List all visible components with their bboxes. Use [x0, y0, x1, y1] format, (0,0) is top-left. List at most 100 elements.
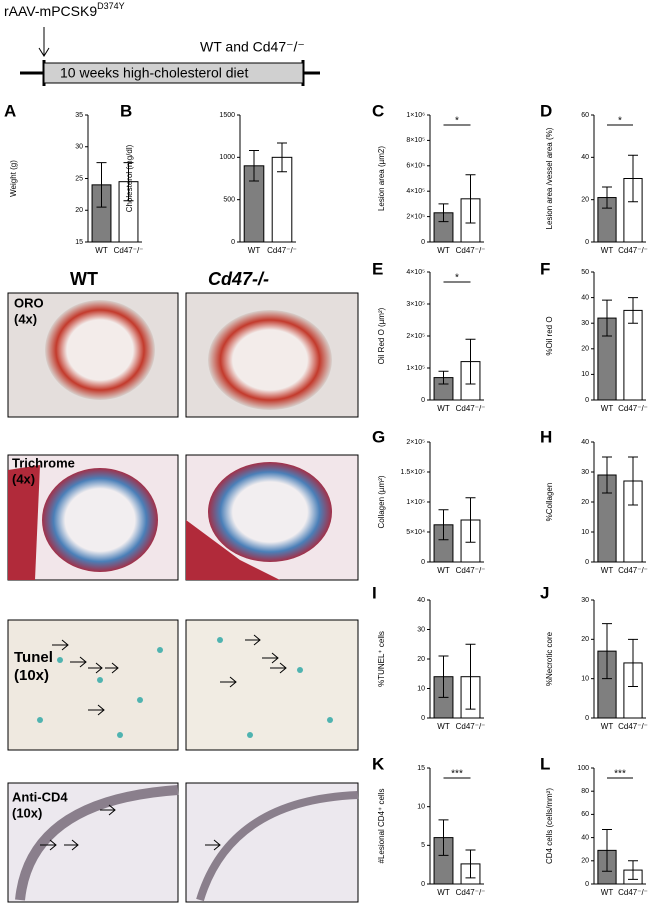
error-bar — [602, 456, 612, 494]
x-tick-label: WT — [601, 566, 614, 575]
micrograph — [7, 619, 179, 751]
y-axis-label: %Oil red O — [545, 316, 554, 355]
x-tick-label: WT — [437, 404, 450, 413]
x-tick-label: Cd47⁻/⁻ — [618, 404, 648, 413]
image-trichrome — [7, 454, 359, 581]
column-header: WT — [70, 269, 98, 289]
vector-sup: D374Y — [97, 1, 125, 11]
x-tick-label: WT — [437, 888, 450, 897]
y-tick-label: 50 — [581, 269, 589, 276]
y-tick-label: 100 — [577, 765, 589, 772]
error-bar — [438, 655, 449, 698]
x-tick-label: Cd47⁻/⁻ — [456, 246, 486, 255]
arrows — [52, 634, 287, 716]
micrograph — [185, 782, 359, 903]
y-tick-label: 60 — [581, 112, 589, 119]
groups: WT and Cd47⁻/⁻ — [200, 39, 305, 55]
panel-label: B — [120, 101, 132, 120]
panel-label: H — [540, 427, 552, 446]
arrow-head — [38, 47, 50, 57]
y-tick-label: 500 — [223, 197, 235, 204]
panel-label: F — [540, 259, 550, 278]
y-axis-label: Oil Red O (µm²) — [377, 307, 386, 364]
x-tick-label: Cd47⁻/⁻ — [456, 566, 486, 575]
error-bar — [465, 174, 476, 224]
y-tick-label: 0 — [421, 715, 425, 722]
x-tick-label: Cd47⁻/⁻ — [267, 246, 297, 255]
y-tick-label: 1000 — [219, 154, 235, 161]
bar-chart: H 0 10 20 30 40 %Collagen WT Cd47⁻/⁻ — [540, 427, 648, 575]
y-axis-label: Weight (g) — [9, 160, 18, 197]
bar-chart: L 0 20 40 60 80 100 CD4 cells (cells/mm²) WT Cd47… — [540, 754, 648, 897]
y-tick-label: 5×10⁴ — [406, 529, 425, 536]
y-tick-label: 0 — [585, 397, 589, 404]
timeline: rAAV-mPCSK9D374Y WT and Cd47⁻/⁻ 10 weeks… — [4, 1, 320, 86]
error-bar — [465, 338, 476, 385]
error-bar — [628, 638, 638, 688]
vessel — [42, 468, 158, 572]
x-tick-label: Cd47⁻/⁻ — [618, 246, 648, 255]
significance: *** — [451, 769, 463, 780]
y-tick-label: 25 — [75, 175, 83, 182]
magnification: (4x) — [12, 471, 35, 486]
magnification: (10x) — [12, 805, 42, 820]
stain: ORO — [14, 295, 44, 310]
y-tick-label: 40 — [417, 597, 425, 604]
panel-label: K — [372, 754, 385, 773]
y-tick-label: 20 — [581, 499, 589, 506]
y-tick-label: 40 — [581, 439, 589, 446]
y-tick-label: 10 — [581, 371, 589, 378]
error-bar — [438, 509, 449, 541]
x-tick-label: WT — [437, 722, 450, 731]
bar-chart: G 0 5×10⁴ 1×10⁵ 1.5×10⁵ 2×10⁵ Collagen (µm²) WT… — [372, 427, 485, 575]
image-tunel — [7, 619, 359, 751]
x-tick-label: Cd47⁻/⁻ — [456, 888, 486, 897]
x-tick-label: WT — [601, 722, 614, 731]
y-axis-label: Cholesterol (mg/dl) — [125, 144, 134, 212]
y-tick-label: 5 — [421, 842, 425, 849]
tissue — [186, 520, 280, 580]
y-tick-label: 0 — [585, 881, 589, 888]
y-axis-label: #Lesional CD4⁺ cells — [377, 789, 386, 864]
nuclei — [37, 637, 333, 738]
diet-box — [43, 62, 304, 84]
error-bar — [628, 154, 638, 203]
y-tick-label: 1×10⁵ — [406, 499, 425, 506]
panel-label: L — [540, 754, 550, 773]
arrows — [40, 804, 221, 851]
stain: Trichrome — [12, 455, 75, 470]
y-tick-label: 20 — [581, 858, 589, 865]
y-tick-label: 20 — [75, 207, 83, 214]
x-tick-label: WT — [437, 566, 450, 575]
x-tick-label: WT — [437, 246, 450, 255]
bar-chart: E 0 1×10⁵ 2×10⁵ 3×10⁵ 4×10⁵ Oil Red O (µm²) WT C… — [372, 259, 485, 413]
y-tick-label: 3×10⁵ — [406, 301, 425, 308]
error-bar — [465, 849, 476, 879]
y-tick-label: 20 — [581, 636, 589, 643]
x-tick-label: Cd47⁻/⁻ — [618, 566, 648, 575]
x-tick-label: WT — [601, 246, 614, 255]
y-axis-label: Lesion area /vessel area (%) — [545, 127, 554, 229]
y-tick-label: 0 — [421, 881, 425, 888]
image-oro — [7, 292, 359, 418]
image-labels: ORO (4x) Trichrome (4x) Tunel (10x) Anti… — [12, 295, 75, 820]
x-tick-label: Cd47⁻/⁻ — [456, 404, 486, 413]
y-tick-label: 0 — [231, 239, 235, 246]
x-tick-label: WT — [95, 246, 108, 255]
y-axis-label: Collagen (µm²) — [377, 475, 386, 528]
significance: * — [455, 273, 459, 284]
y-axis-label: CD4 cells (cells/mm²) — [545, 788, 554, 864]
bar-chart: J 0 10 20 30 %Necrotic core WT Cd47⁻/⁻ — [540, 583, 648, 731]
vessel — [208, 310, 332, 410]
error-bar — [438, 819, 449, 856]
y-tick-label: 20 — [581, 197, 589, 204]
x-tick-label: Cd47⁻/⁻ — [618, 722, 648, 731]
y-tick-label: 30 — [581, 320, 589, 327]
y-tick-label: 2×10⁵ — [406, 213, 425, 220]
bar-chart: A 15 20 25 30 35 Weight (g) WT Cd47⁻/⁻ — [4, 101, 143, 255]
y-axis-label: %Collagen — [545, 483, 554, 522]
error-bar — [602, 828, 612, 872]
y-tick-label: 1×10⁵ — [406, 365, 425, 372]
